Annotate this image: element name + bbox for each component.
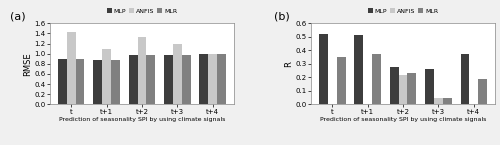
Y-axis label: R: R	[284, 61, 293, 67]
X-axis label: Prediction of seasonality SPI by using climate signals: Prediction of seasonality SPI by using c…	[59, 117, 225, 122]
Bar	[443, 98, 452, 104]
Bar	[76, 59, 84, 104]
Y-axis label: RMSE: RMSE	[23, 52, 32, 76]
Text: (b): (b)	[274, 12, 290, 22]
Bar	[390, 67, 398, 104]
Bar	[102, 49, 111, 104]
Bar	[460, 54, 469, 104]
Bar	[58, 59, 67, 104]
Bar	[182, 55, 190, 104]
Bar	[111, 60, 120, 104]
Bar	[128, 55, 138, 104]
Bar	[164, 55, 173, 104]
Legend: MLP, ANFIS, MLR: MLP, ANFIS, MLR	[368, 8, 438, 14]
Bar	[208, 54, 217, 104]
Bar	[146, 55, 155, 104]
Bar	[408, 73, 416, 104]
X-axis label: Prediction of seasonality SPI by using climate signals: Prediction of seasonality SPI by using c…	[320, 117, 486, 122]
Bar	[425, 69, 434, 104]
Bar	[319, 34, 328, 104]
Bar	[67, 32, 76, 104]
Bar	[138, 37, 146, 104]
Text: (a): (a)	[10, 12, 25, 22]
Bar	[372, 54, 381, 104]
Bar	[337, 57, 345, 104]
Bar	[200, 54, 208, 104]
Bar	[173, 44, 182, 104]
Bar	[354, 35, 364, 104]
Bar	[217, 54, 226, 104]
Bar	[398, 75, 407, 104]
Bar	[94, 60, 102, 104]
Bar	[478, 79, 487, 104]
Bar	[434, 98, 443, 104]
Legend: MLP, ANFIS, MLR: MLP, ANFIS, MLR	[106, 8, 178, 14]
